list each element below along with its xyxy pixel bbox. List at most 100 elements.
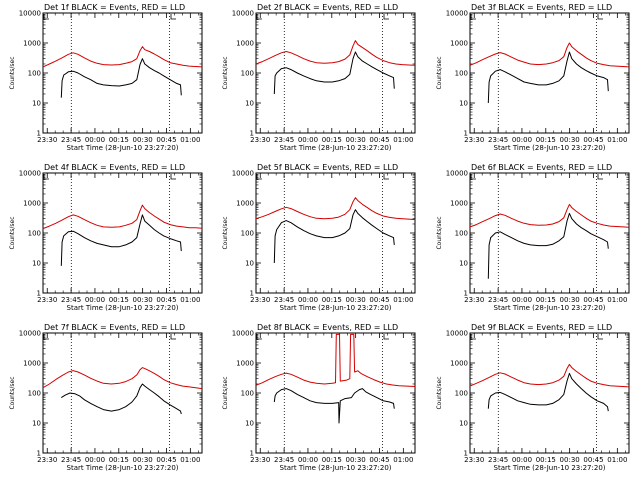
detector-panel-9: Det 9f BLACK = Events, RED = LLD 1 10 100 10… [436, 323, 630, 472]
x-tick-label: 01:00 [607, 136, 627, 144]
events-series-line [60, 214, 182, 266]
panel-title: Det 4f BLACK = Events, RED = LLD [44, 163, 185, 172]
y-tick-label: 1 [37, 130, 41, 138]
panel-title: Det 2f BLACK = Events, RED = LLD [257, 3, 398, 12]
events-series-line [487, 372, 609, 412]
panel-title: Det 3f BLACK = Events, RED = LLD [471, 3, 612, 12]
y-tick-label: 10 [245, 100, 254, 108]
y-tick-label: 1000 [450, 200, 468, 208]
x-tick-label: 23:30 [250, 296, 270, 304]
lld-series-line [255, 197, 416, 221]
y-tick-label: 10000 [446, 10, 468, 18]
x-tick-label: 01:00 [607, 296, 627, 304]
corner-mark [256, 14, 262, 20]
panel-title: Det 1f BLACK = Events, RED = LLD [44, 3, 185, 12]
detector-panel-1: Det 1f BLACK = Events, RED = LLD 1 10 100 10… [9, 3, 203, 152]
x-tick-label: 00:45 [156, 456, 176, 464]
x-tick-label: 00:00 [298, 456, 318, 464]
y-tick-label: 10000 [446, 330, 468, 338]
x-tick-label: 00:00 [85, 456, 105, 464]
corner-mark [383, 334, 389, 340]
events-series-line [273, 209, 395, 264]
y-tick-label: 10000 [19, 330, 41, 338]
corner-mark [470, 174, 476, 180]
y-tick-label: 10 [459, 420, 468, 428]
x-axis-label: Start Time (28-Jun-10 23:27:20) [494, 304, 606, 312]
x-axis-label: Start Time (28-Jun-10 23:27:20) [494, 144, 606, 152]
panel-title: Det 8f BLACK = Events, RED = LLD [257, 323, 398, 332]
y-tick-label: 100 [455, 390, 468, 398]
y-tick-label: 100 [241, 390, 254, 398]
detector-panel-5: Det 5f BLACK = Events, RED = LLD 1 10 100 10… [222, 163, 416, 312]
lld-series-line [469, 203, 630, 228]
events-series-line [487, 51, 609, 104]
x-axis-label: Start Time (28-Jun-10 23:27:20) [280, 464, 392, 472]
x-tick-label: 00:30 [560, 136, 580, 144]
y-tick-label: 10000 [232, 330, 254, 338]
x-axis-label: Start Time (28-Jun-10 23:27:20) [67, 144, 179, 152]
events-series-line [273, 388, 395, 424]
x-tick-label: 01:00 [393, 136, 413, 144]
x-tick-label: 23:45 [274, 136, 294, 144]
y-tick-label: 100 [28, 70, 41, 78]
corner-mark [256, 174, 262, 180]
y-tick-label: 1000 [23, 40, 41, 48]
x-tick-label: 23:45 [274, 456, 294, 464]
x-tick-label: 00:15 [322, 136, 342, 144]
panel-title: Det 5f BLACK = Events, RED = LLD [257, 163, 398, 172]
x-tick-label: 00:30 [560, 296, 580, 304]
corner-mark [383, 174, 389, 180]
y-tick-label: 100 [241, 70, 254, 78]
y-tick-label: 1000 [236, 360, 254, 368]
x-tick-label: 01:00 [393, 296, 413, 304]
x-tick-label: 00:00 [298, 296, 318, 304]
detector-panel-6: Det 6f BLACK = Events, RED = LLD 1 10 100 10… [436, 163, 630, 312]
plot-frame [42, 332, 203, 454]
x-tick-label: 23:45 [488, 456, 508, 464]
detector-panel-8: Det 8f BLACK = Events, RED = LLD 1 10 100 10… [222, 323, 416, 472]
x-tick-label: 23:45 [61, 136, 81, 144]
y-tick-label: 10 [245, 260, 254, 268]
panel-title: Det 6f BLACK = Events, RED = LLD [471, 163, 612, 172]
y-tick-label: 100 [455, 70, 468, 78]
y-tick-label: 1000 [23, 360, 41, 368]
x-tick-label: 00:45 [583, 136, 603, 144]
y-tick-label: 10000 [232, 170, 254, 178]
x-tick-label: 23:45 [61, 296, 81, 304]
corner-mark [170, 174, 176, 180]
y-tick-label: 1000 [236, 200, 254, 208]
x-tick-label: 00:30 [133, 456, 153, 464]
x-tick-label: 00:45 [156, 296, 176, 304]
y-axis-label: Counts/sec [222, 376, 229, 409]
x-tick-label: 23:30 [37, 136, 57, 144]
x-tick-label: 00:15 [536, 136, 556, 144]
x-tick-label: 00:45 [369, 136, 389, 144]
x-axis-label: Start Time (28-Jun-10 23:27:20) [67, 304, 179, 312]
x-tick-label: 23:30 [464, 136, 484, 144]
detector-panel-4: Det 4f BLACK = Events, RED = LLD 1 10 100 10… [9, 163, 203, 312]
y-tick-label: 10 [245, 420, 254, 428]
x-tick-label: 00:15 [536, 456, 556, 464]
y-tick-label: 10 [32, 100, 41, 108]
lld-series-line [42, 367, 203, 390]
x-tick-label: 00:00 [85, 296, 105, 304]
corner-mark [43, 14, 49, 20]
y-tick-label: 10000 [446, 170, 468, 178]
y-tick-label: 100 [241, 230, 254, 238]
x-tick-label: 00:00 [512, 456, 532, 464]
x-tick-label: 00:00 [512, 136, 532, 144]
corner-mark [470, 334, 476, 340]
y-tick-label: 1 [37, 290, 41, 298]
corner-mark [597, 14, 603, 20]
x-tick-label: 23:45 [488, 296, 508, 304]
x-tick-label: 23:45 [488, 136, 508, 144]
y-tick-label: 1 [37, 450, 41, 458]
events-series-line [61, 383, 182, 415]
x-tick-label: 01:00 [180, 296, 200, 304]
lld-series-line [469, 42, 630, 68]
x-tick-label: 23:30 [250, 136, 270, 144]
plot-frame [469, 172, 630, 294]
events-series-line [487, 212, 609, 279]
x-tick-label: 23:30 [464, 296, 484, 304]
x-tick-label: 00:15 [109, 136, 129, 144]
